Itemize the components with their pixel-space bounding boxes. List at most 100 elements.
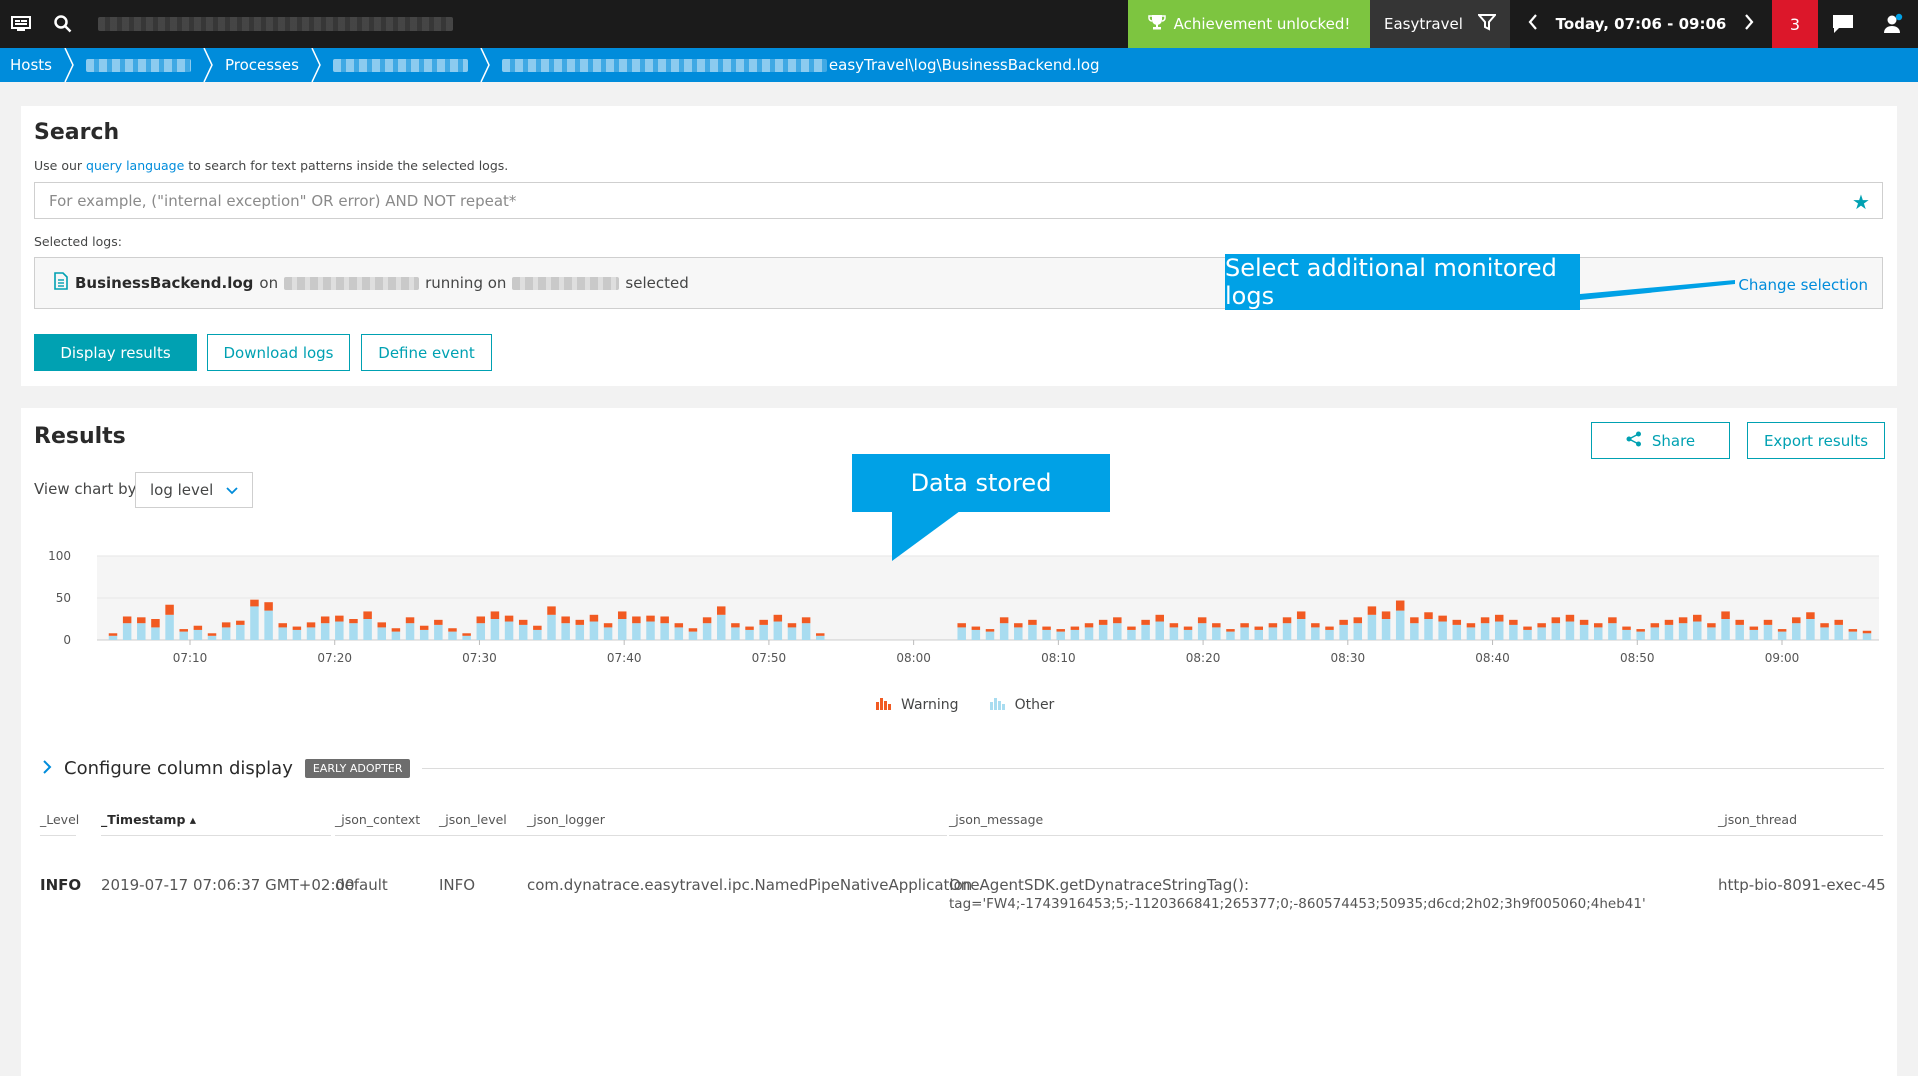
bar-other[interactable] <box>1113 623 1122 640</box>
bar-warning[interactable] <box>335 615 344 622</box>
bar-other[interactable] <box>1155 621 1164 640</box>
chat-icon[interactable] <box>1818 0 1868 48</box>
bar-warning[interactable] <box>575 619 585 625</box>
bar-warning[interactable] <box>1664 619 1674 625</box>
search-icon[interactable] <box>42 0 84 48</box>
bar-other[interactable] <box>1862 633 1872 640</box>
bar-warning[interactable] <box>1169 623 1179 628</box>
bar-warning[interactable] <box>179 629 188 632</box>
bar-other[interactable] <box>1339 624 1348 640</box>
bar-other[interactable] <box>1070 629 1080 640</box>
bar-warning[interactable] <box>731 623 740 628</box>
bar-other[interactable] <box>999 623 1009 640</box>
bar-warning[interactable] <box>1424 612 1433 619</box>
bar-warning[interactable] <box>1693 614 1702 622</box>
bar-warning[interactable] <box>1070 626 1080 630</box>
environment-filter[interactable]: Easytravel <box>1370 0 1510 48</box>
bar-warning[interactable] <box>518 619 528 625</box>
bar-warning[interactable] <box>1678 617 1688 624</box>
bar-warning[interactable] <box>1226 629 1235 632</box>
bar-other[interactable] <box>1820 627 1829 640</box>
bar-other[interactable] <box>1523 629 1532 640</box>
bar-warning[interactable] <box>1014 623 1023 628</box>
bar-other[interactable] <box>1834 624 1843 640</box>
bar-other[interactable] <box>674 627 684 640</box>
bar-other[interactable] <box>1226 631 1235 640</box>
user-icon[interactable] <box>1868 0 1918 48</box>
bar-warning[interactable] <box>1311 623 1320 628</box>
star-icon[interactable]: ★ <box>1852 190 1870 214</box>
bar-warning[interactable] <box>137 617 146 624</box>
change-selection-link[interactable]: Change selection <box>1738 276 1868 294</box>
bar-warning[interactable] <box>1141 619 1150 625</box>
chevron-right-icon[interactable] <box>42 758 52 779</box>
bar-warning[interactable] <box>660 616 669 624</box>
bar-warning[interactable] <box>391 628 401 632</box>
bar-warning[interactable] <box>264 602 273 611</box>
bar-other[interactable] <box>278 627 287 640</box>
bar-warning[interactable] <box>165 604 174 615</box>
bar-other[interactable] <box>1395 610 1405 640</box>
define-event-button[interactable]: Define event <box>361 334 492 371</box>
bar-warning[interactable] <box>773 614 783 622</box>
bar-warning[interactable] <box>1127 626 1136 630</box>
bar-warning[interactable] <box>1820 623 1829 628</box>
bar-other[interactable] <box>448 631 457 640</box>
bar-other[interactable] <box>971 629 981 640</box>
bar-warning[interactable] <box>1480 617 1490 624</box>
bar-other[interactable] <box>349 623 358 640</box>
bar-warning[interactable] <box>1608 617 1617 624</box>
bar-other[interactable] <box>391 631 401 640</box>
bar-other[interactable] <box>1311 627 1320 640</box>
bar-other[interactable] <box>547 614 556 640</box>
bar-other[interactable] <box>1084 627 1094 640</box>
bar-other[interactable] <box>589 621 599 640</box>
bar-other[interactable] <box>292 629 302 640</box>
column-header-timestamp[interactable]: _Timestamp ▴ <box>101 812 331 836</box>
bar-other[interactable] <box>533 629 542 640</box>
bar-warning[interactable] <box>1792 617 1801 624</box>
bar-warning[interactable] <box>533 625 542 630</box>
bar-other[interactable] <box>363 619 372 640</box>
bar-warning[interactable] <box>745 626 754 630</box>
bar-warning[interactable] <box>561 616 570 624</box>
bar-warning[interactable] <box>1551 617 1561 624</box>
bar-other[interactable] <box>462 635 471 640</box>
bar-other[interactable] <box>264 610 273 640</box>
bar-other[interactable] <box>1678 623 1688 640</box>
bar-other[interactable] <box>731 627 740 640</box>
bar-warning[interactable] <box>1254 626 1264 630</box>
timeframe-label[interactable]: Today, 07:06 - 09:06 <box>1555 15 1727 33</box>
bar-other[interactable] <box>518 624 528 640</box>
bar-warning[interactable] <box>1197 617 1207 624</box>
bar-other[interactable] <box>1169 627 1179 640</box>
bar-warning[interactable] <box>688 628 698 632</box>
bar-warning[interactable] <box>1367 606 1377 615</box>
bar-warning[interactable] <box>1565 614 1575 622</box>
bar-warning[interactable] <box>1622 626 1631 630</box>
column-header-json-thread[interactable]: _json_thread <box>1718 812 1883 836</box>
bar-other[interactable] <box>1735 624 1744 640</box>
bar-warning[interactable] <box>1466 623 1476 628</box>
bar-warning[interactable] <box>787 623 797 628</box>
bar-other[interactable] <box>1579 624 1589 640</box>
bar-warning[interactable] <box>448 628 457 632</box>
bar-warning[interactable] <box>1183 626 1193 630</box>
column-header-json-logger[interactable]: _json_logger <box>527 812 947 836</box>
bar-other[interactable] <box>151 627 160 640</box>
bar-other[interactable] <box>236 624 245 640</box>
bar-other[interactable] <box>816 635 825 640</box>
bar-other[interactable] <box>320 623 330 640</box>
bar-warning[interactable] <box>377 622 387 628</box>
bar-warning[interactable] <box>674 623 684 628</box>
bar-warning[interactable] <box>1212 623 1221 628</box>
bar-other[interactable] <box>377 627 387 640</box>
bar-warning[interactable] <box>716 606 726 615</box>
search-query-input[interactable] <box>34 182 1883 219</box>
bar-other[interactable] <box>1410 623 1419 640</box>
bar-warning[interactable] <box>405 617 415 624</box>
bar-other[interactable] <box>787 627 797 640</box>
bar-warning[interactable] <box>1735 619 1744 625</box>
bar-other[interactable] <box>1721 619 1730 640</box>
bar-other[interactable] <box>759 624 768 640</box>
